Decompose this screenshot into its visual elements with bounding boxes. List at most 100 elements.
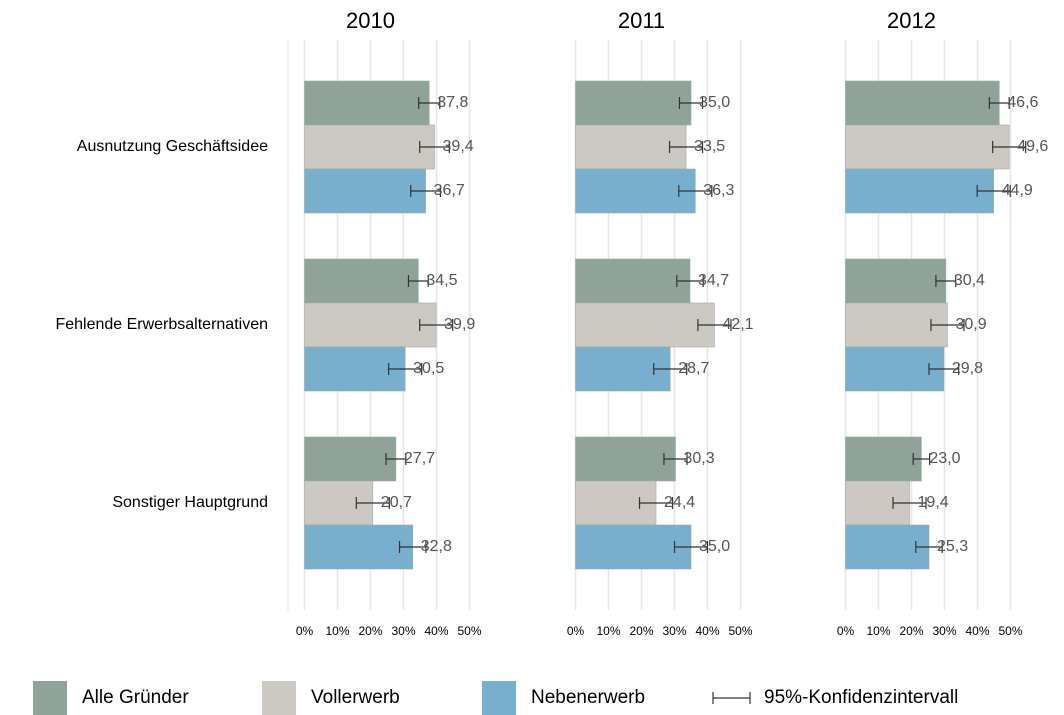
category-label: Fehlende Erwerbsalternativen [55, 316, 268, 333]
error-bar [673, 541, 709, 553]
x-tick-label: 40% [965, 624, 989, 638]
value-label: 25,3 [937, 538, 968, 555]
bar [304, 80, 430, 126]
error-bar [930, 319, 965, 331]
error-bar [398, 541, 427, 553]
error-bar [892, 497, 927, 509]
value-label: 37,8 [437, 94, 468, 111]
x-tick-label: 20% [358, 624, 382, 638]
error-bar [676, 275, 704, 287]
bar [575, 80, 692, 126]
legend-label: Alle Gründer [82, 687, 189, 708]
bar [575, 436, 676, 482]
value-label: 30,4 [954, 272, 985, 289]
bar [304, 124, 435, 170]
legend-error-symbol [712, 692, 751, 704]
value-label: 39,9 [444, 316, 475, 333]
value-label: 24,4 [664, 494, 695, 511]
value-label: 49,6 [1017, 138, 1048, 155]
panel-title: 2012 [887, 8, 936, 33]
bar [845, 168, 994, 214]
error-bar [912, 453, 931, 465]
value-label: 42,1 [722, 316, 753, 333]
bar [575, 258, 691, 304]
bar [575, 524, 692, 570]
x-tick-label: 40% [695, 624, 719, 638]
value-label: 30,9 [955, 316, 986, 333]
error-bar [915, 541, 943, 553]
x-tick-label: 30% [932, 624, 956, 638]
error-bar [992, 141, 1027, 153]
value-label: 36,3 [703, 182, 734, 199]
x-tick-label: 50% [728, 624, 752, 638]
error-bar [638, 497, 674, 509]
bar [304, 524, 414, 570]
error-bar [668, 141, 704, 153]
bar [845, 346, 945, 392]
bar [304, 168, 426, 214]
error-bar [663, 453, 688, 465]
x-tick-label: 10% [596, 624, 620, 638]
error-bar [988, 97, 1010, 109]
x-tick-label: 50% [998, 624, 1022, 638]
value-label: 29,8 [952, 360, 983, 377]
bar [845, 258, 947, 304]
legend-label: 95%-Konfidenzintervall [764, 687, 958, 708]
panel-title: 2011 [618, 8, 665, 33]
value-label: 19,4 [918, 494, 949, 511]
panel-title: 2010 [346, 8, 395, 33]
error-bar [653, 363, 688, 375]
value-label: 34,7 [698, 272, 729, 289]
x-tick-label: 40% [424, 624, 448, 638]
error-bar [407, 275, 429, 287]
x-tick-label: 50% [457, 624, 481, 638]
legend-swatch [33, 681, 67, 715]
value-label: 34,5 [426, 272, 457, 289]
x-tick-label: 20% [629, 624, 653, 638]
bar [845, 80, 1000, 126]
value-label: 30,5 [413, 360, 444, 377]
bar [575, 124, 687, 170]
category-label: Ausnutzung Geschäftsidee [77, 138, 268, 155]
value-label: 32,8 [421, 538, 452, 555]
value-label: 36,7 [434, 182, 465, 199]
bar [304, 436, 397, 482]
legend-swatch [262, 681, 296, 715]
error-bar [385, 453, 407, 465]
x-tick-label: 0% [567, 624, 585, 638]
error-bar [976, 185, 1011, 197]
error-bar [419, 319, 454, 331]
legend-swatch [482, 681, 516, 715]
bar [845, 124, 1010, 170]
bar [845, 524, 930, 570]
x-tick-label: 0% [296, 624, 314, 638]
x-tick-label: 30% [391, 624, 415, 638]
value-label: 33,5 [694, 138, 725, 155]
bar [304, 302, 437, 348]
value-label: 35,0 [699, 538, 730, 555]
value-label: 30,3 [683, 450, 714, 467]
error-bar [410, 185, 442, 197]
bar [845, 436, 922, 482]
error-bar [388, 363, 423, 375]
x-tick-label: 10% [325, 624, 349, 638]
error-bar [418, 97, 441, 109]
x-tick-label: 10% [866, 624, 890, 638]
value-label: 46,6 [1007, 94, 1038, 111]
error-bar [678, 185, 713, 197]
value-label: 44,9 [1002, 182, 1033, 199]
category-label: Sonstiger Hauptgrund [112, 494, 268, 511]
legend-label: Vollerwerb [311, 687, 400, 708]
error-bar [355, 497, 390, 509]
value-label: 23,0 [929, 450, 960, 467]
legend-label: Nebenerwerb [531, 687, 645, 708]
value-label: 35,0 [699, 94, 730, 111]
value-label: 28,7 [678, 360, 709, 377]
value-label: 39,4 [443, 138, 474, 155]
error-bar [697, 319, 732, 331]
bar [575, 302, 715, 348]
error-bar [928, 363, 960, 375]
error-bar [419, 141, 450, 153]
x-tick-label: 0% [837, 624, 855, 638]
error-bar [935, 275, 957, 287]
